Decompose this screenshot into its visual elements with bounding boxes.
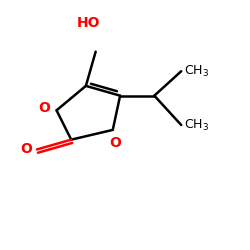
Text: O: O [109, 136, 121, 150]
Text: O: O [38, 101, 50, 115]
Text: HO: HO [76, 16, 100, 30]
Text: CH$_3$: CH$_3$ [184, 118, 209, 132]
Text: O: O [20, 142, 32, 156]
Text: CH$_3$: CH$_3$ [184, 64, 209, 79]
